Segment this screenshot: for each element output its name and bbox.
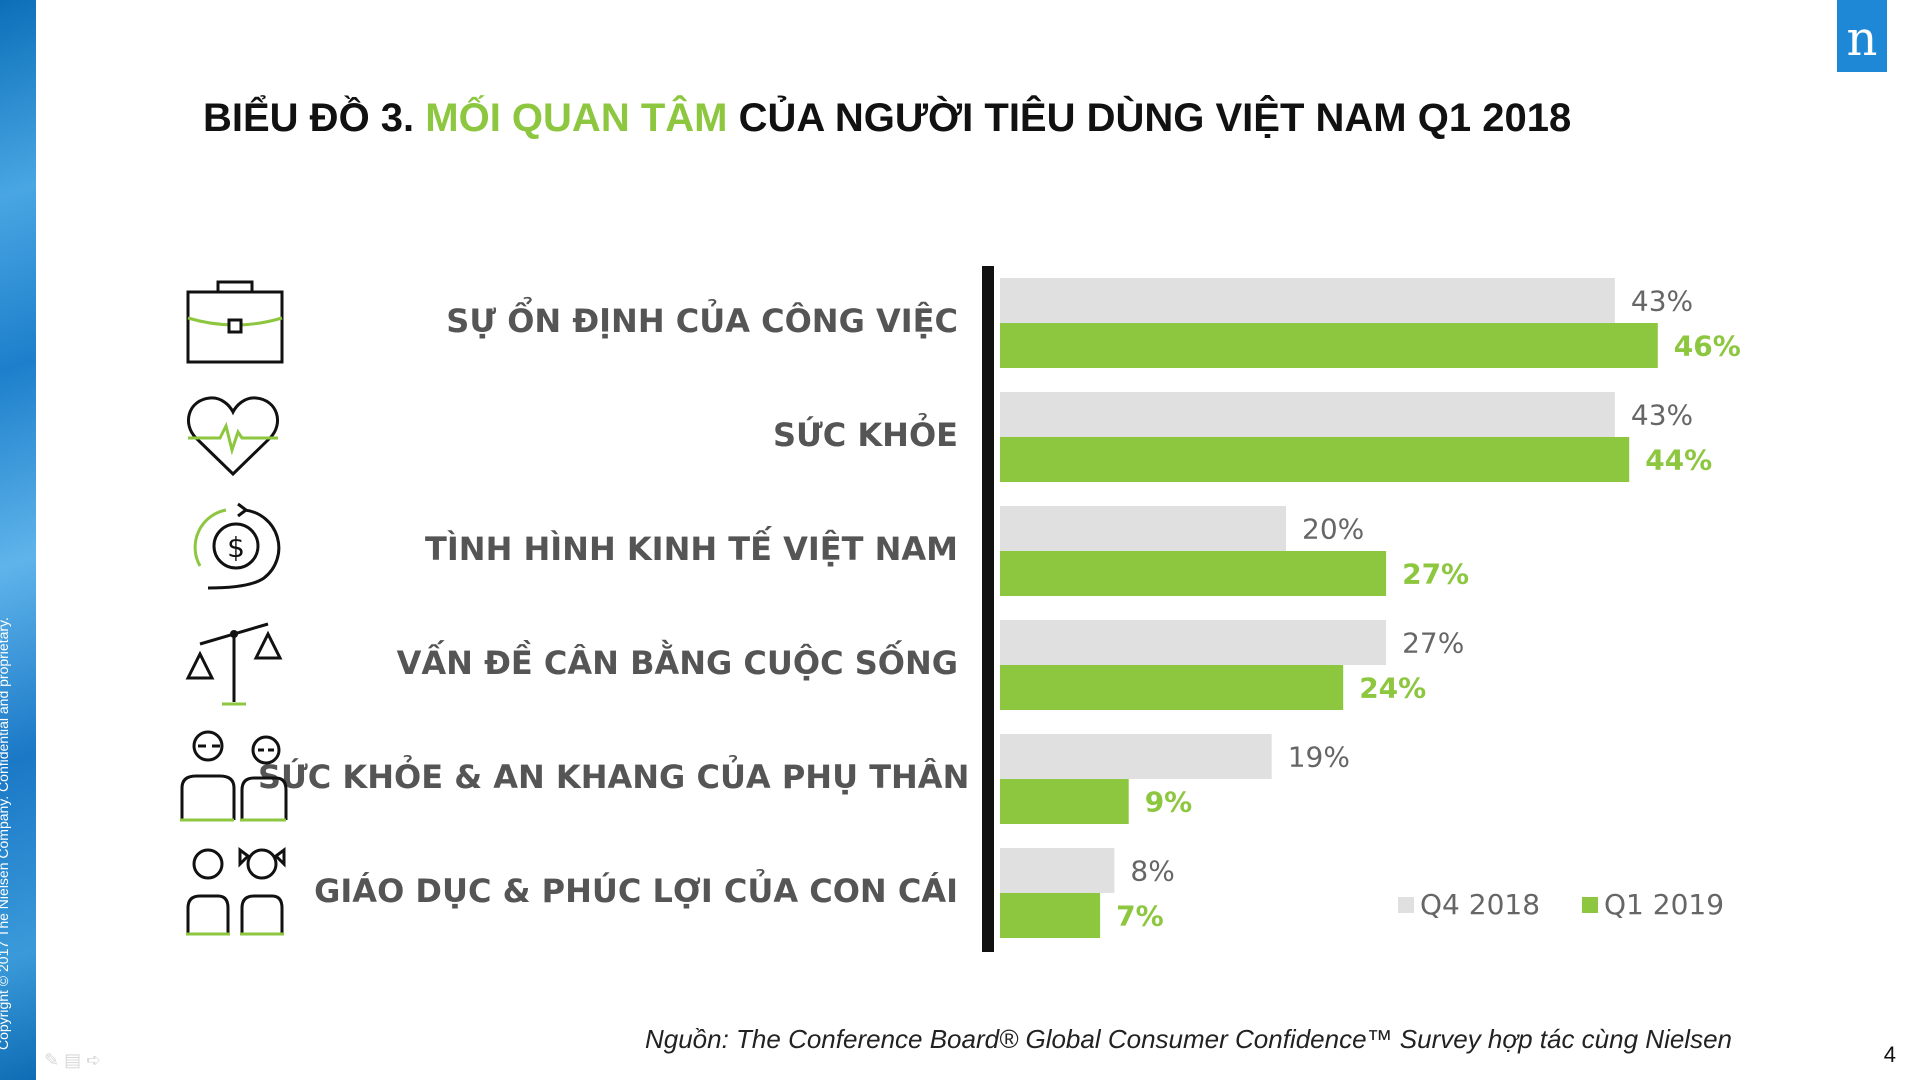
data-label: 20% — [1302, 513, 1364, 546]
category-label: VẤN ĐỀ CÂN BẰNG CUỘC SỐNG — [396, 644, 958, 682]
bar-chart: 43% 46% 43% 44% 20% 27% 27% 24% 19% 9% 8% 7% — [982, 266, 1741, 952]
elderly-parents-icon — [180, 730, 288, 822]
source-note: Nguồn: The Conference Board® Global Cons… — [644, 1024, 1732, 1054]
bar-q1-2019 — [1000, 437, 1630, 482]
data-label: 24% — [1359, 672, 1426, 705]
slide-nav-controls[interactable]: ✎ ▤ ➪ — [44, 1050, 102, 1070]
nielsen-logo: n — [1837, 0, 1887, 72]
copyright-text: Copyright © 2017 The Nielsen Company. Co… — [0, 617, 11, 1050]
bar-q4-2018 — [1000, 392, 1615, 437]
balance-scale-icon — [185, 622, 283, 706]
legend-item: Q4 2018 — [1398, 888, 1540, 921]
category-label: TÌNH HÌNH KINH TẾ VIỆT NAM — [425, 530, 958, 568]
legend-swatch — [1582, 897, 1598, 913]
title-part1: BIỂU ĐỒ 3. — [203, 96, 426, 140]
page-number: 4 — [1883, 1042, 1896, 1067]
bar-q1-2019 — [1000, 323, 1658, 368]
data-label: 27% — [1402, 558, 1469, 591]
data-label: 43% — [1631, 399, 1693, 432]
bar-q1-2019 — [1000, 551, 1387, 596]
svg-text:$: $ — [227, 531, 245, 564]
sidebar-band: Copyright © 2017 The Nielsen Company. Co… — [0, 0, 36, 1080]
legend-label: Q1 2019 — [1604, 888, 1725, 921]
title-highlight: MỐI QUAN TÂM — [425, 96, 728, 140]
children-icon — [186, 847, 286, 936]
bar-q4-2018 — [1000, 506, 1286, 551]
data-label: 7% — [1116, 900, 1164, 933]
bar-q1-2019 — [1000, 893, 1101, 938]
title-part2: CỦA NGƯỜI TIÊU DÙNG VIỆT NAM Q1 2018 — [727, 96, 1572, 140]
data-label: 27% — [1402, 627, 1464, 660]
category-label: SỰ ỔN ĐỊNH CỦA CÔNG VIỆC — [446, 302, 958, 340]
legend-item: Q1 2019 — [1582, 888, 1724, 921]
briefcase-icon — [186, 280, 284, 364]
data-label: 19% — [1288, 741, 1350, 774]
heart-pulse-icon — [187, 396, 279, 477]
dollar-cycle-icon: $ — [193, 502, 281, 590]
page-title: BIỂU ĐỒ 3. MỐI QUAN TÂM CỦA NGƯỜI TIÊU D… — [203, 96, 1571, 141]
category-label: SỨC KHỎE — [772, 416, 958, 454]
data-label: 8% — [1130, 855, 1174, 888]
bar-q4-2018 — [1000, 278, 1615, 323]
data-label: 43% — [1631, 285, 1693, 318]
category-label: GIÁO DỤC & PHÚC LỢI CỦA CON CÁI — [314, 872, 958, 910]
data-label: 9% — [1145, 786, 1193, 819]
legend-swatch — [1398, 897, 1414, 913]
data-label: 46% — [1674, 330, 1741, 363]
legend-label: Q4 2018 — [1420, 888, 1541, 921]
bar-q4-2018 — [1000, 848, 1115, 893]
data-label: 44% — [1645, 444, 1712, 477]
bar-q1-2019 — [1000, 779, 1129, 824]
category-label: SỨC KHỎE & AN KHANG CỦA PHỤ THÂN — [258, 758, 970, 796]
bar-q1-2019 — [1000, 665, 1344, 710]
bar-q4-2018 — [1000, 620, 1387, 665]
bar-q4-2018 — [1000, 734, 1272, 779]
